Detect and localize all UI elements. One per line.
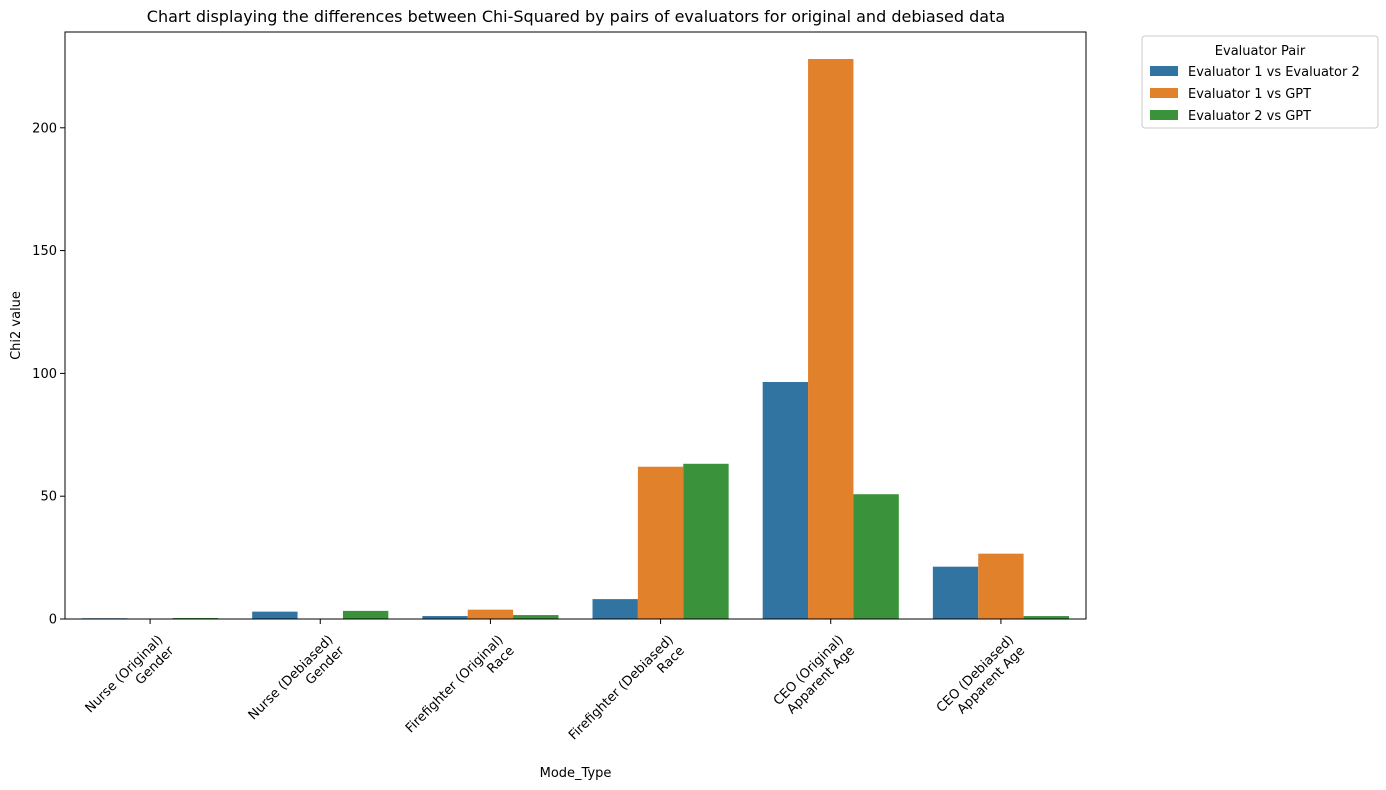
x-tick-label: Firefighter (Debiased)Race bbox=[566, 633, 688, 755]
x-tick-label: CEO (Debiased)Apparent Age bbox=[934, 633, 1028, 727]
y-axis-label: Chi2 value bbox=[9, 291, 24, 360]
y-tick-label: 100 bbox=[32, 367, 57, 382]
bar bbox=[513, 615, 559, 619]
legend-swatch bbox=[1150, 66, 1178, 76]
bar bbox=[252, 611, 298, 619]
legend-swatch bbox=[1150, 110, 1178, 120]
bar bbox=[592, 599, 638, 619]
legend-box bbox=[1141, 35, 1379, 129]
bar bbox=[808, 59, 854, 619]
y-tick-label: 150 bbox=[32, 244, 57, 259]
bar bbox=[762, 381, 809, 619]
bar bbox=[467, 609, 514, 619]
x-tick-label-line: Firefighter (Debiased) bbox=[566, 633, 677, 744]
x-tick-label-line: Firefighter (Original) bbox=[403, 633, 507, 737]
x-tick-label: Firefighter (Original)Race bbox=[403, 633, 518, 748]
y-axis: 0 50 100 150 200 bbox=[32, 121, 65, 628]
y-tick-label: 200 bbox=[32, 121, 57, 136]
legend-items: Evaluator 1 vs Evaluator 2 Evaluator 1 vs… bbox=[1150, 65, 1360, 124]
legend-label: Evaluator 2 vs GPT bbox=[1188, 109, 1311, 124]
bar bbox=[978, 553, 1024, 619]
x-tick-label: Nurse (Original)Gender bbox=[83, 632, 178, 727]
legend-label: Evaluator 1 vs Evaluator 2 bbox=[1188, 65, 1360, 80]
legend: Evaluator Pair Evaluator 1 vs Evaluator … bbox=[1141, 35, 1379, 129]
y-tick-label: 50 bbox=[40, 490, 57, 505]
bar bbox=[853, 494, 899, 619]
x-tick-label: CEO (Original)Apparent Age bbox=[771, 633, 858, 720]
chart-title: Chart displaying the differences between… bbox=[147, 7, 1005, 26]
y-tick-label: 0 bbox=[49, 613, 57, 628]
plot-frame bbox=[64, 31, 1087, 620]
bars-group bbox=[82, 59, 1069, 619]
bar bbox=[1023, 616, 1069, 619]
bar bbox=[342, 610, 389, 619]
legend-label: Evaluator 1 vs GPT bbox=[1188, 87, 1311, 102]
x-axis-label: Mode_Type bbox=[540, 766, 612, 781]
x-tick-label: Nurse (Debiased)Gender bbox=[246, 632, 348, 734]
legend-title: Evaluator Pair bbox=[1215, 44, 1306, 59]
bar bbox=[683, 463, 729, 619]
legend-swatch bbox=[1150, 88, 1178, 98]
x-axis: Nurse (Original)Gender Nurse (Debiased)Ge… bbox=[83, 619, 1028, 755]
bar bbox=[932, 566, 979, 619]
bar bbox=[422, 616, 468, 619]
bar bbox=[637, 466, 684, 619]
